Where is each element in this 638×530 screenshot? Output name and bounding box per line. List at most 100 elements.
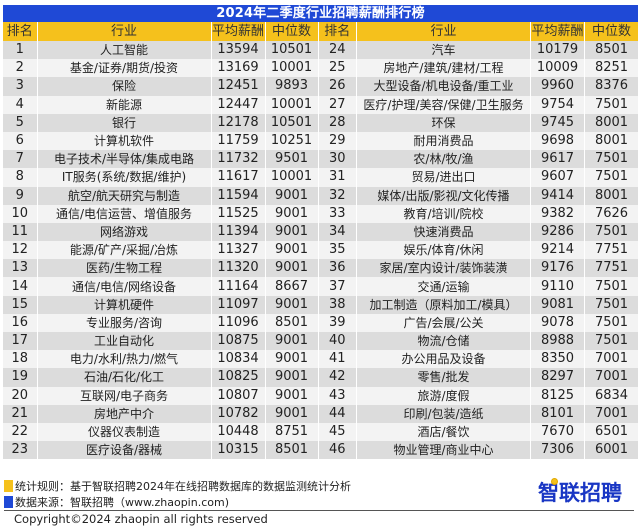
avg-salary-cell: 13169: [211, 59, 266, 78]
avg-salary-cell: 9214: [530, 241, 585, 260]
median-cell: 7751: [584, 241, 638, 260]
median-cell: 9001: [265, 259, 319, 278]
rank-cell: 19: [3, 368, 38, 387]
industry-cell: 教育/培训/院校: [356, 204, 531, 223]
avg-salary-cell: 11732: [211, 150, 266, 169]
table-row: 34 快速消费品 9286 7501: [318, 222, 638, 242]
rank-cell: 23: [3, 441, 38, 460]
avg-salary-cell: 11594: [211, 186, 266, 205]
table-row: 18 电力/水利/热力/燃气 10834 9001: [3, 350, 319, 369]
table-row: 37 交通/运输 9110 7501: [318, 277, 638, 296]
rank-cell: 33: [318, 204, 357, 223]
blue-square-icon: [4, 496, 13, 508]
rank-cell: 40: [318, 332, 357, 351]
avg-salary-cell: 12178: [211, 113, 266, 132]
median-cell: 9001: [265, 404, 319, 423]
table-row: 11 网络游戏 11394 9001: [3, 222, 319, 242]
median-cell: 9001: [265, 222, 319, 242]
avg-salary-cell: 9617: [530, 150, 585, 169]
median-cell: 6001: [584, 441, 638, 460]
industry-cell: 医疗/护理/美容/保健/卫生服务: [356, 95, 531, 114]
rank-cell: 6: [3, 131, 38, 151]
median-cell: 7501: [584, 277, 638, 296]
footer-notes: 统计规则：基于智联招聘2024年在线招聘数据库的数据监测统计分析 数据来源：智联…: [4, 478, 351, 510]
table-row: 36 家居/室内设计/装饰装潢 9176 7751: [318, 259, 638, 278]
table-row: 45 酒店/餐饮 7670 6501: [318, 422, 638, 442]
rank-cell: 21: [3, 404, 38, 423]
avg-salary-cell: 10315: [211, 441, 266, 460]
rank-cell: 3: [3, 77, 38, 96]
industry-cell: 广告/会展/公关: [356, 313, 531, 332]
table-row: 25 房地产/建筑/建材/工程 10009 8251: [318, 59, 638, 78]
header-industry: 行业: [37, 22, 212, 41]
median-cell: 10001: [265, 168, 319, 187]
zhaopin-logo: 智联招聘: [538, 477, 622, 507]
salary-ranking-tables: 排名 行业 平均薪酬 中位数 1 人工智能 13594 10501 2 基金/证券/期货/…: [3, 22, 638, 460]
rank-cell: 45: [318, 422, 357, 442]
header-industry: 行业: [356, 22, 531, 41]
median-cell: 10501: [265, 113, 319, 132]
rank-cell: 43: [318, 386, 357, 405]
median-cell: 9001: [265, 204, 319, 223]
rank-cell: 25: [318, 59, 357, 78]
median-cell: 9501: [265, 150, 319, 169]
avg-salary-cell: 8988: [530, 332, 585, 351]
copyright-text: Copyright©2024 zhaopin all rights reserv…: [14, 512, 268, 526]
median-cell: 10251: [265, 131, 319, 151]
industry-cell: 航空/航天研究与制造: [37, 186, 212, 205]
avg-salary-cell: 8350: [530, 350, 585, 369]
avg-salary-cell: 11525: [211, 204, 266, 223]
stat-rule-text: 统计规则：基于智联招聘2024年在线招聘数据库的数据监测统计分析: [15, 480, 351, 493]
table-body-right: 24 汽车 10179 8501 25 房地产/建筑/建材/工程 10009 8251 26 大型…: [318, 41, 638, 460]
rank-cell: 42: [318, 368, 357, 387]
avg-salary-cell: 11097: [211, 295, 266, 314]
median-cell: 8001: [584, 186, 638, 205]
rank-cell: 22: [3, 422, 38, 442]
rank-cell: 10: [3, 204, 38, 223]
rank-cell: 31: [318, 168, 357, 187]
logo-dot-icon: [551, 478, 558, 485]
median-cell: 9001: [265, 386, 319, 405]
industry-cell: 网络游戏: [37, 222, 212, 242]
table-row: 17 工业自动化 10875 9001: [3, 332, 319, 351]
rank-cell: 20: [3, 386, 38, 405]
median-cell: 10001: [265, 59, 319, 78]
industry-cell: 通信/电信/网络设备: [37, 277, 212, 296]
rank-cell: 4: [3, 95, 38, 114]
table-row: 43 旅游/度假 8125 6834: [318, 386, 638, 405]
table-row: 29 耐用消费品 9698 8001: [318, 131, 638, 151]
header-avg-salary: 平均薪酬: [530, 22, 585, 41]
avg-salary-cell: 11617: [211, 168, 266, 187]
table-row: 9 航空/航天研究与制造 11594 9001: [3, 186, 319, 205]
avg-salary-cell: 9607: [530, 168, 585, 187]
rank-cell: 12: [3, 241, 38, 260]
table-row: 16 专业服务/咨询 11096 8501: [3, 313, 319, 332]
table-row: 14 通信/电信/网络设备 11164 8667: [3, 277, 319, 296]
industry-cell: 交通/运输: [356, 277, 531, 296]
industry-cell: 医药/生物工程: [37, 259, 212, 278]
industry-cell: 基金/证券/期货/投资: [37, 59, 212, 78]
table-row: 42 零售/批发 8297 7001: [318, 368, 638, 387]
table-row: 13 医药/生物工程 11320 9001: [3, 259, 319, 278]
avg-salary-cell: 10825: [211, 368, 266, 387]
data-source-text: 数据来源：智联招聘（www.zhaopin.com): [15, 496, 229, 509]
avg-salary-cell: 11164: [211, 277, 266, 296]
rank-cell: 29: [318, 131, 357, 151]
industry-cell: 娱乐/体育/休闲: [356, 241, 531, 260]
avg-salary-cell: 9081: [530, 295, 585, 314]
avg-salary-cell: 10875: [211, 332, 266, 351]
industry-cell: 人工智能: [37, 41, 212, 60]
table-row: 44 印刷/包装/造纸 8101 7001: [318, 404, 638, 423]
avg-salary-cell: 9078: [530, 313, 585, 332]
avg-salary-cell: 9176: [530, 259, 585, 278]
avg-salary-cell: 7670: [530, 422, 585, 442]
industry-cell: 办公用品及设备: [356, 350, 531, 369]
table-row: 32 媒体/出版/影视/文化传播 9414 8001: [318, 186, 638, 205]
median-cell: 7501: [584, 168, 638, 187]
industry-cell: 耐用消费品: [356, 131, 531, 151]
header-rank: 排名: [3, 22, 38, 41]
table-body-left: 1 人工智能 13594 10501 2 基金/证券/期货/投资 13169 10001 3 保险…: [3, 41, 319, 460]
avg-salary-cell: 9698: [530, 131, 585, 151]
industry-cell: 计算机软件: [37, 131, 212, 151]
table-row: 4 新能源 12447 10001: [3, 95, 319, 114]
